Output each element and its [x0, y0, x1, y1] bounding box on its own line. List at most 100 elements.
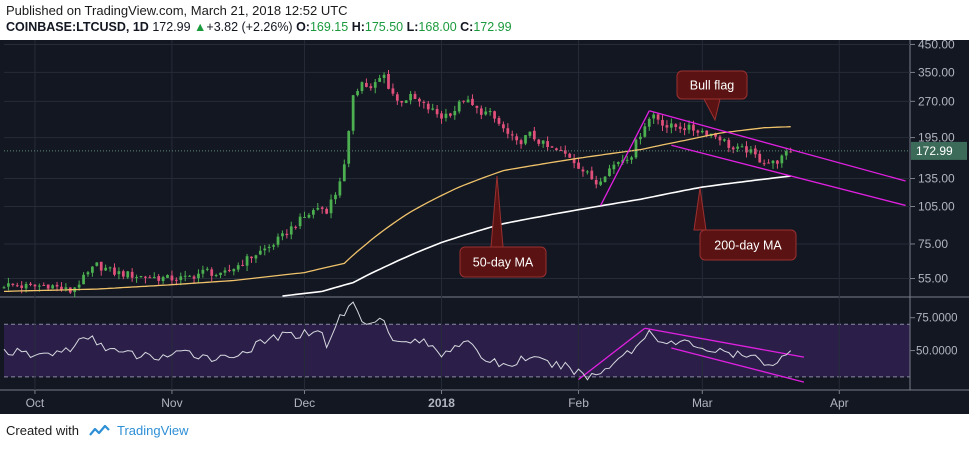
high-value: 175.50	[364, 20, 404, 34]
candle-up	[634, 139, 638, 158]
price-tick-label: 105.00	[918, 199, 955, 213]
trendline	[600, 110, 650, 206]
candle-down	[683, 128, 686, 131]
candle-up	[161, 277, 165, 282]
candle-up	[488, 111, 492, 113]
candle-down	[594, 179, 598, 185]
candle-down	[776, 160, 779, 164]
close-label: C:	[460, 20, 474, 34]
candle-up	[524, 135, 527, 144]
candle-up	[179, 276, 183, 281]
candle-up	[298, 216, 302, 227]
candle-down	[435, 108, 439, 115]
close-value: 172.99	[473, 20, 512, 34]
candle-down	[718, 136, 722, 141]
candle-down	[493, 111, 496, 119]
candle-down	[148, 277, 152, 279]
open-value: 169.15	[309, 20, 349, 34]
price-tick-label: 75.00	[918, 237, 948, 251]
candle-up	[91, 266, 94, 273]
candle-up	[652, 114, 656, 119]
candle-up	[700, 130, 704, 133]
candle-up	[219, 272, 222, 275]
candle-down	[462, 100, 465, 102]
candle-up	[453, 111, 457, 116]
candle-up	[736, 146, 740, 149]
candle-up	[608, 168, 611, 177]
candle-up	[342, 164, 346, 182]
open-label: O:	[296, 20, 310, 34]
candle-down	[590, 170, 594, 180]
candle-up	[316, 207, 320, 210]
time-tick-label: Apr	[830, 396, 849, 410]
candle-up	[347, 131, 351, 164]
candle-up	[647, 118, 651, 127]
candle-up	[232, 269, 236, 272]
candle-up	[749, 149, 753, 153]
candle-down	[519, 140, 523, 145]
candle-down	[29, 283, 32, 285]
candle-down	[568, 153, 572, 158]
rsi-band	[4, 324, 910, 377]
candle-up	[7, 283, 10, 287]
candle-up	[771, 160, 775, 164]
candle-up	[236, 265, 240, 270]
candle-down	[192, 276, 196, 279]
candle-down	[121, 271, 125, 277]
candle-up	[643, 126, 647, 137]
rsi-line	[3, 301, 792, 381]
candle-down	[745, 146, 748, 153]
candle-up	[687, 124, 691, 130]
time-tick-label: Mar	[692, 396, 713, 410]
candle-up	[431, 108, 435, 110]
candle-up	[528, 131, 532, 136]
symbol-line: COINBASE:LTCUSD, 1D 172.99 ▲+3.82 (+2.26…	[6, 20, 512, 34]
candle-up	[77, 284, 81, 288]
candle-down	[320, 207, 324, 209]
candle-up	[338, 181, 342, 196]
last-price-badge	[911, 141, 967, 160]
candle-down	[365, 82, 368, 87]
candle-up	[267, 246, 271, 248]
price-change: +3.82 (+2.26%)	[206, 20, 293, 34]
time-tick-label: Oct	[26, 396, 45, 410]
candle-up	[2, 287, 6, 289]
callout-200-day-ma: 200-day MA	[693, 187, 797, 261]
candle-up	[272, 245, 275, 247]
candle-up	[166, 274, 169, 278]
candle-up	[612, 164, 616, 170]
rsi-tick-label: 50.0000	[916, 346, 958, 358]
candle-down	[705, 130, 709, 136]
candle-up	[356, 91, 359, 96]
candle-down	[546, 141, 549, 148]
candle-up	[586, 171, 589, 173]
candle-up	[223, 270, 227, 273]
candle-down	[674, 124, 678, 127]
ma50-line	[3, 126, 791, 293]
candle-down	[228, 270, 231, 272]
tradingview-brand[interactable]: TradingView	[116, 423, 189, 438]
tradingview-logo-icon	[89, 424, 110, 436]
candle-down	[391, 88, 395, 94]
candle-down	[678, 126, 682, 129]
created-with-text: Created with	[6, 423, 79, 438]
candle-down	[113, 267, 116, 275]
candle-down	[369, 86, 373, 89]
candle-down	[502, 124, 505, 129]
candle-down	[46, 284, 50, 289]
candle-down	[581, 169, 585, 172]
candle-up	[214, 275, 218, 277]
candle-up	[197, 273, 200, 279]
candle-up	[784, 151, 788, 156]
candle-down	[449, 113, 452, 116]
callout-box	[676, 70, 748, 100]
up-arrow-icon: ▲	[194, 20, 207, 34]
candle-up	[334, 194, 337, 200]
callout-bull-flag: Bull flag	[676, 70, 748, 122]
price-chart[interactable]: 450.00 350.00 270.00 195.00 135.00 105.00 75.0…	[0, 40, 969, 414]
candle-down	[42, 284, 46, 286]
candle-up	[117, 271, 121, 275]
candle-down	[55, 284, 59, 287]
candle-down	[665, 125, 669, 128]
candle-down	[440, 113, 443, 119]
